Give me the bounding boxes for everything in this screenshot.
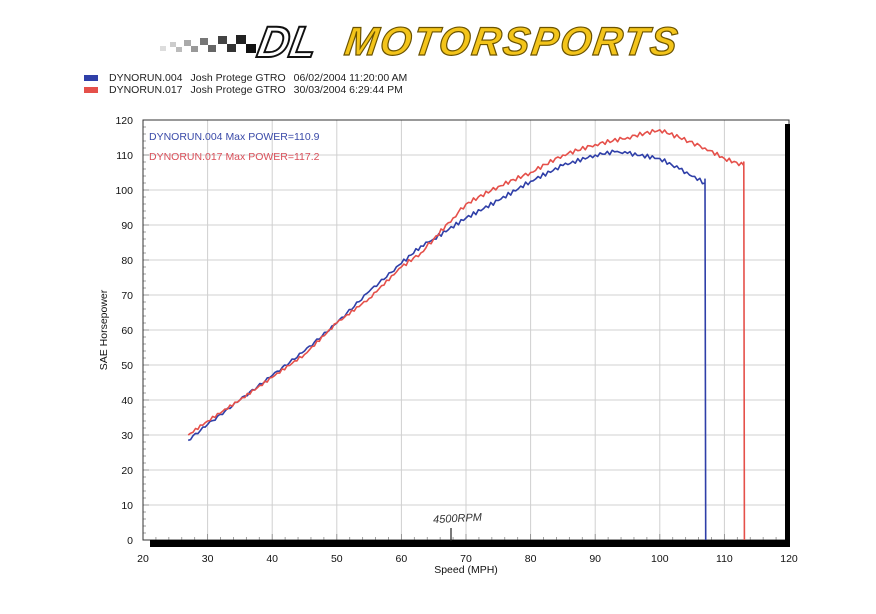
x-tick-label: 40	[266, 553, 278, 565]
x-tick-label: 50	[331, 553, 343, 565]
legend-item-run-004: DYNORUN.004 Josh Protege GTRO 06/02/2004…	[84, 72, 415, 84]
max-power-label-017: DYNORUN.017 Max POWER=117.2	[149, 151, 320, 163]
y-tick-label: 20	[121, 465, 133, 477]
plot-shadow-bottom	[150, 540, 790, 547]
x-tick-label: 100	[651, 553, 669, 565]
y-tick-label: 0	[127, 535, 133, 547]
x-tick-label: 120	[780, 553, 798, 565]
handwritten-rpm-annotation: 4500RPM	[433, 512, 483, 541]
series-line-dynorun-017	[187, 128, 746, 541]
x-tick-label: 90	[589, 553, 601, 565]
legend-vehicle: Josh Protege GTRO	[190, 84, 286, 96]
y-tick-label: 90	[121, 220, 133, 232]
y-tick-label: 60	[121, 325, 133, 337]
series-line-dynorun-004	[187, 149, 707, 541]
y-tick-label: 40	[121, 395, 133, 407]
checkered-flag-icon	[160, 35, 256, 53]
x-tick-label: 60	[396, 553, 408, 565]
legend-item-run-017: DYNORUN.017 Josh Protege GTRO 30/03/2004…	[84, 84, 415, 96]
handwritten-rpm-text: 4500RPM	[433, 512, 483, 527]
legend-run: DYNORUN.017	[109, 84, 183, 96]
y-tick-label: 100	[115, 185, 133, 197]
y-tick-label: 120	[115, 115, 133, 127]
y-tick-labels: 0 10 20 30 40 50 60 70 80 90 100 110 120	[115, 115, 133, 547]
y-tick-label: 80	[121, 255, 133, 267]
dl-motorsports-logo: DL MOTORSPORTS	[140, 16, 780, 68]
grid	[143, 120, 789, 540]
x-tick-label: 110	[716, 553, 733, 565]
series-lines	[187, 128, 746, 541]
y-tick-label: 10	[121, 500, 133, 512]
y-tick-label: 110	[116, 150, 133, 162]
y-tick-label: 50	[121, 360, 133, 372]
x-tick-label: 70	[460, 553, 472, 565]
legend-vehicle: Josh Protege GTRO	[190, 72, 286, 84]
legend-run: DYNORUN.004	[109, 72, 183, 84]
x-axis-label: Speed (MPH)	[434, 564, 498, 576]
legend-datetime: 06/02/2004 11:20:00 AM	[293, 72, 408, 84]
y-axis-label: SAE Horsepower	[98, 289, 110, 370]
x-tick-labels: 20 30 40 50 60 70 80 90 100 110 120	[137, 553, 798, 565]
max-power-label-004: DYNORUN.004 Max POWER=110.9	[149, 131, 320, 143]
legend-datetime: 30/03/2004 6:29:44 PM	[293, 84, 403, 96]
x-tick-label: 20	[137, 553, 149, 565]
y-tick-label: 70	[121, 290, 133, 302]
y-tick-label: 30	[121, 430, 133, 442]
legend-swatch-red	[84, 87, 98, 93]
x-tick-label: 80	[525, 553, 537, 565]
plot-shadow-right	[785, 124, 790, 547]
legend-swatch-blue	[84, 75, 98, 81]
x-tick-label: 30	[202, 553, 214, 565]
legend: DYNORUN.004 Josh Protege GTRO 06/02/2004…	[84, 72, 415, 96]
